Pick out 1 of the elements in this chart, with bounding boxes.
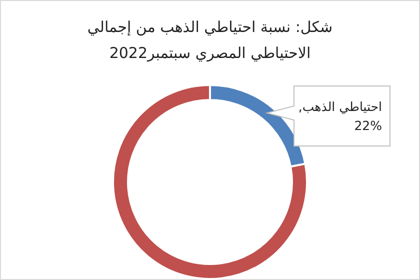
chart-title: شكل: نسبة احتياطي الذهب من إجمالي الاحتياطي المصري سبتمبر2022 bbox=[86, 17, 334, 64]
